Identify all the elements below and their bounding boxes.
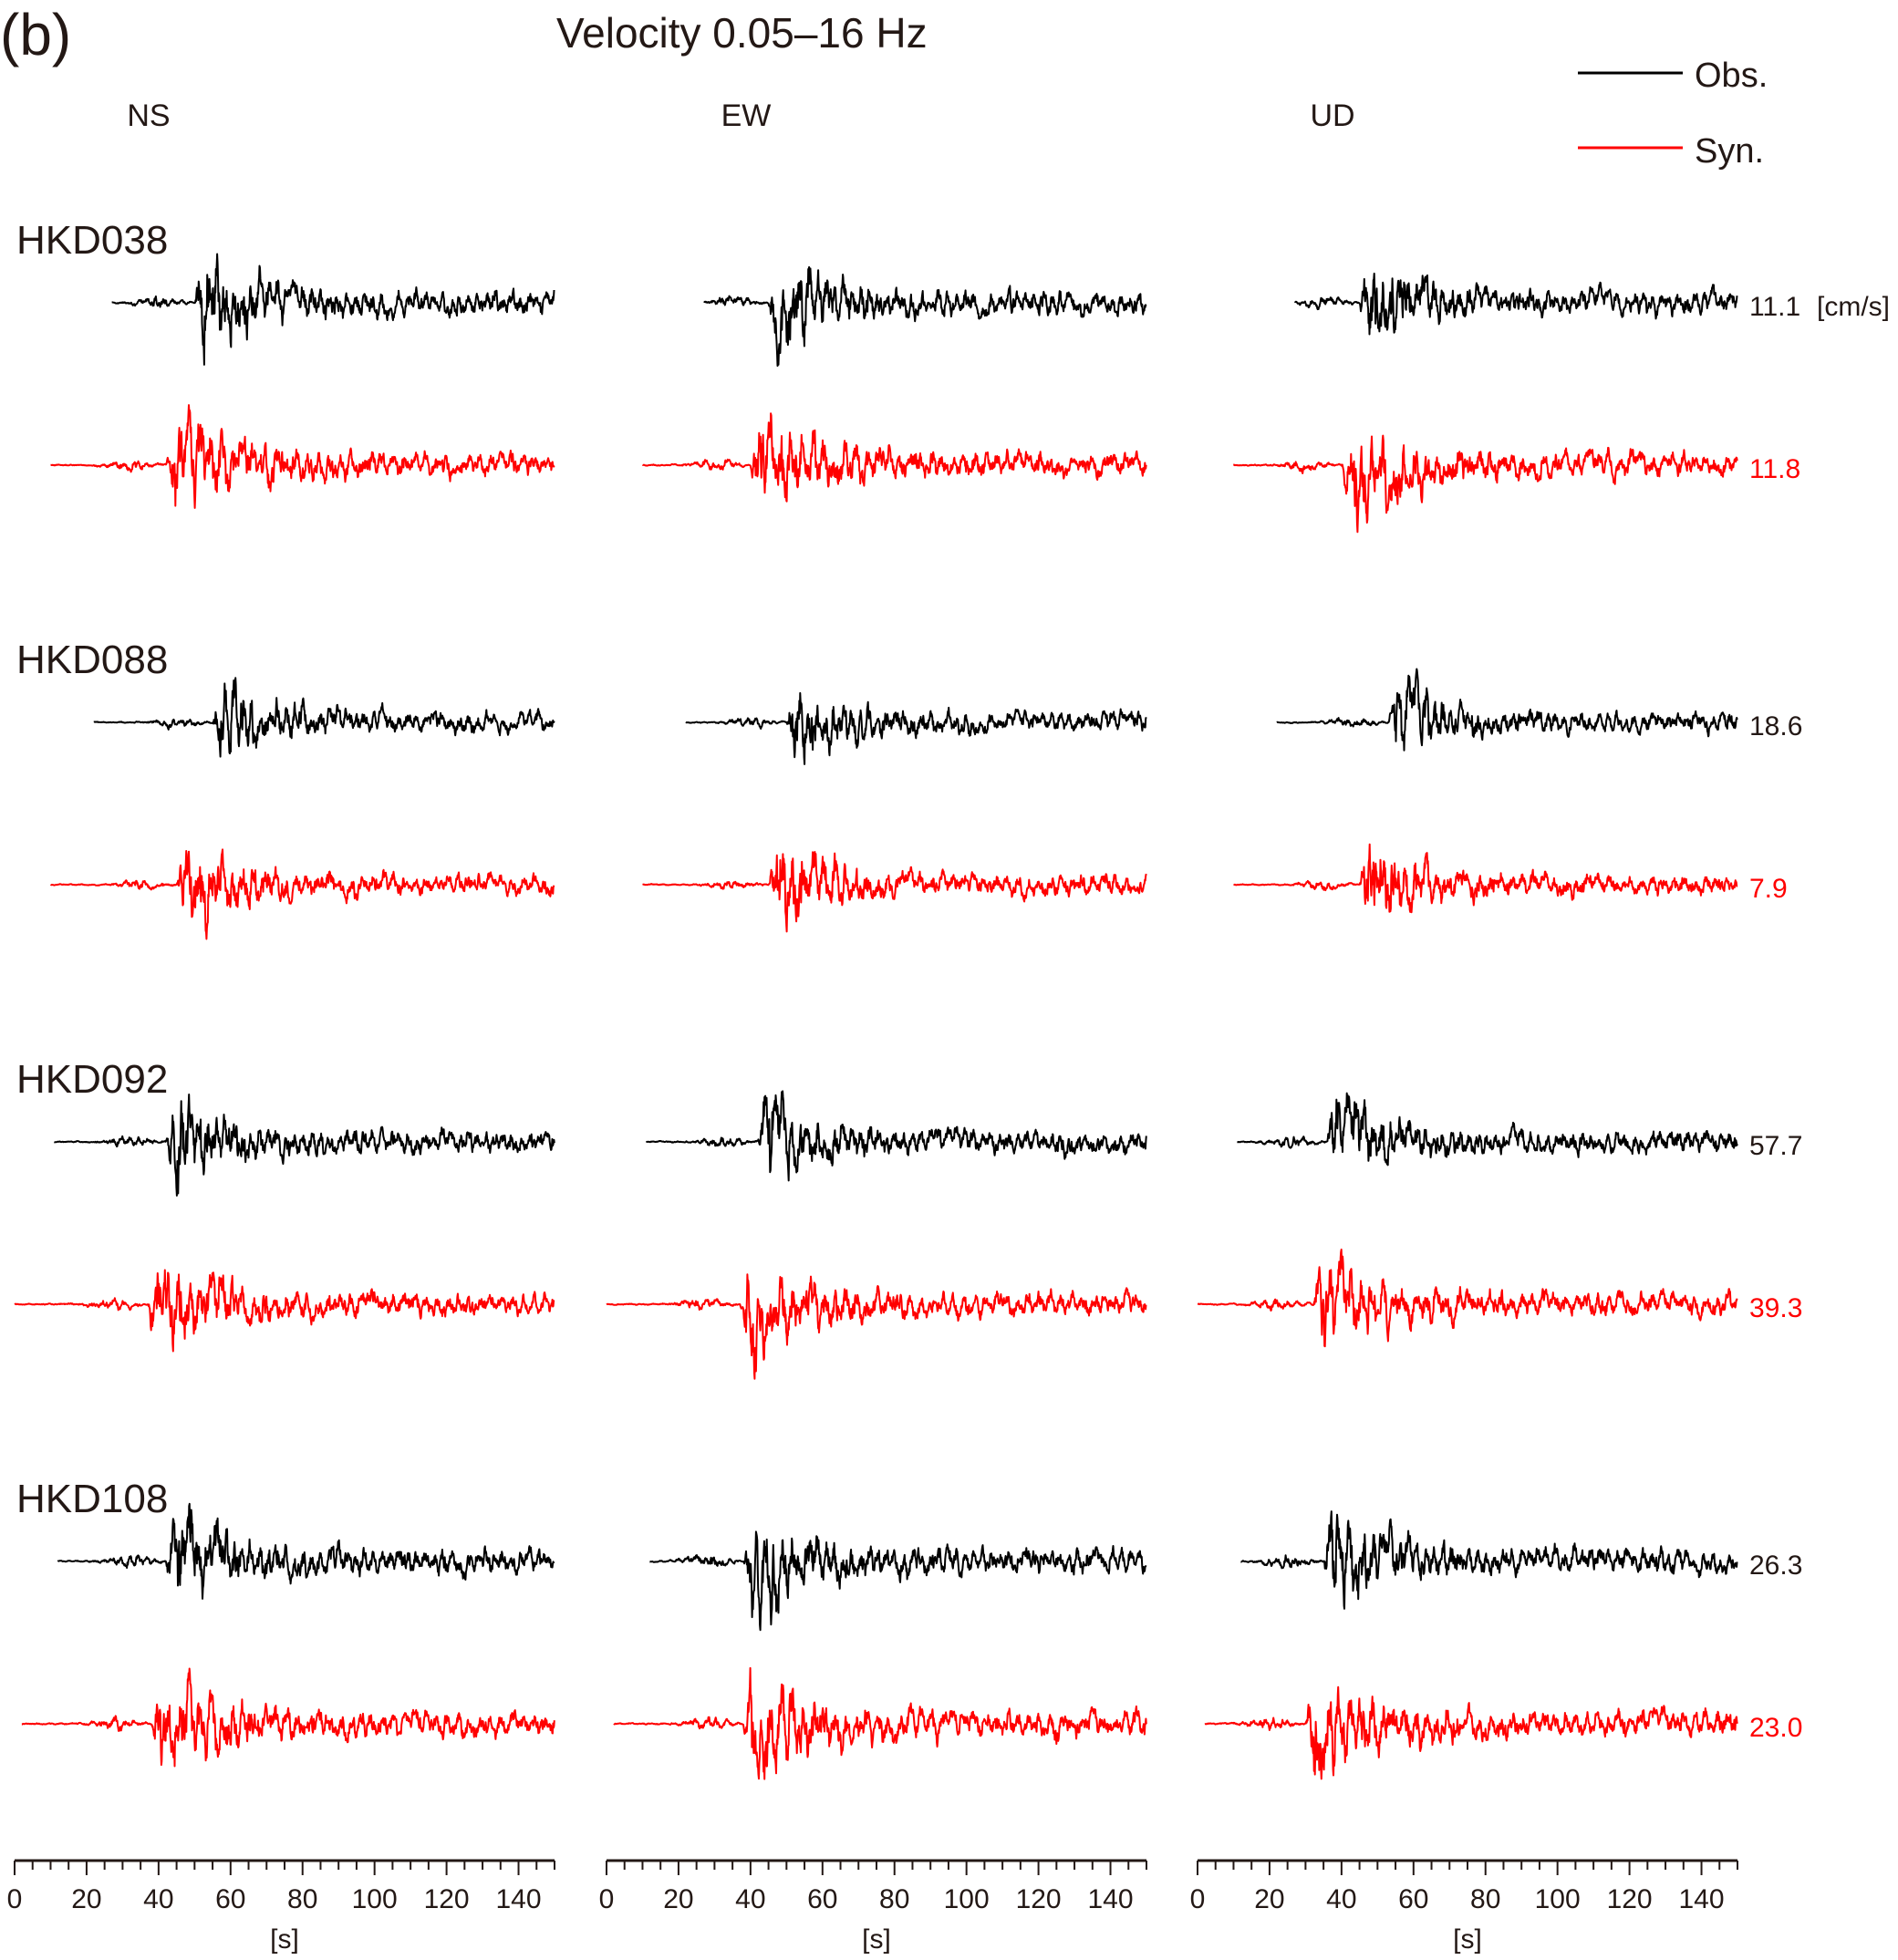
tick-label-ew-20: 20 (663, 1884, 693, 1914)
legend: Obs. Syn. (1578, 57, 1768, 171)
tick-label-ud-60: 60 (1398, 1884, 1428, 1914)
tick-label-ns-80: 80 (287, 1884, 317, 1914)
peak-obs-hkd108: 26.3 (1749, 1550, 1802, 1581)
peak-amplitude-labels: 11.1 [cm/s] 11.8 18.6 7.9 57.7 39.3 26.3… (1749, 292, 1890, 1743)
trace-obs-hkd092-ns (53, 1094, 555, 1197)
legend-label-obs: Obs. (1695, 57, 1768, 95)
tick-label-ew-60: 60 (807, 1884, 837, 1914)
trace-syn-hkd092-ns (14, 1269, 555, 1353)
trace-obs-hkd088-ns (93, 677, 555, 758)
tick-label-ns-60: 60 (215, 1884, 245, 1914)
trace-obs-hkd088-ew (685, 691, 1147, 765)
station-label-hkd088: HKD088 (16, 638, 168, 682)
tick-label-ns-0: 0 (7, 1884, 23, 1914)
trace-obs-hkd038-ew (703, 265, 1147, 368)
trace-syn-hkd038-ud (1232, 434, 1738, 534)
trace-syn-hkd038-ns (49, 404, 555, 509)
tick-label-ud-140: 140 (1679, 1884, 1725, 1914)
trace-syn-hkd108-ns (21, 1667, 555, 1768)
tick-label-ew-0: 0 (599, 1884, 615, 1914)
station-label-hkd108: HKD108 (16, 1477, 168, 1521)
trace-obs-hkd108-ns (57, 1502, 555, 1600)
trace-obs-hkd092-ew (645, 1090, 1147, 1182)
tick-label-ns-20: 20 (71, 1884, 101, 1914)
tick-label-ew-80: 80 (879, 1884, 909, 1914)
tick-label-ud-80: 80 (1470, 1884, 1500, 1914)
peak-obs-hkd092: 57.7 (1749, 1131, 1802, 1161)
trace-syn-hkd038-ew (641, 412, 1147, 503)
tick-label-ud-0: 0 (1190, 1884, 1206, 1914)
tick-label-ew-120: 120 (1016, 1884, 1062, 1914)
component-header-ew: EW (721, 99, 772, 133)
time-axes: 0 20 40 60 80 100 120 140 [s] 0 20 40 60 80 100 120 140 [… (7, 1859, 1738, 1955)
trace-syn-hkd088-ew (641, 851, 1147, 933)
trace-obs-hkd038-ud (1294, 272, 1738, 336)
x-axis-label-ns: [s] (270, 1924, 299, 1955)
tick-label-ud-40: 40 (1326, 1884, 1356, 1914)
component-header-ud: UD (1310, 99, 1354, 133)
trace-syn-hkd092-ew (606, 1273, 1147, 1380)
tick-label-ew-40: 40 (735, 1884, 765, 1914)
station-label-hkd038: HKD038 (16, 218, 168, 263)
station-label-hkd092: HKD092 (16, 1057, 168, 1102)
trace-obs-hkd108-ud (1239, 1510, 1738, 1610)
peak-syn-hkd108: 23.0 (1749, 1713, 1802, 1743)
figure-title: Velocity 0.05–16 Hz (556, 9, 928, 57)
trace-syn-hkd108-ud (1204, 1685, 1738, 1780)
tick-label-ud-120: 120 (1607, 1884, 1653, 1914)
x-axis-label-ew: [s] (862, 1924, 891, 1955)
trace-syn-hkd108-ew (613, 1666, 1147, 1780)
peak-obs-hkd088: 18.6 (1749, 711, 1802, 741)
trace-obs-hkd038-ns (111, 253, 555, 366)
tick-label-ew-140: 140 (1088, 1884, 1134, 1914)
tick-label-ns-40: 40 (143, 1884, 173, 1914)
station-labels: HKD038 HKD088 HKD092 HKD108 (16, 218, 168, 1521)
trace-obs-hkd108-ew (648, 1530, 1147, 1632)
panel-label: (b) (0, 2, 71, 67)
component-header-ns: NS (127, 99, 170, 133)
component-headers: NS EW UD (127, 99, 1354, 133)
trace-obs-hkd088-ud (1276, 668, 1738, 752)
tick-label-ud-100: 100 (1535, 1884, 1581, 1914)
trace-syn-hkd088-ns (49, 848, 555, 940)
x-axis-label-ud: [s] (1453, 1924, 1482, 1955)
tick-label-ns-120: 120 (424, 1884, 470, 1914)
peak-unit-label: [cm/s] (1817, 292, 1890, 322)
trace-syn-hkd092-ud (1197, 1249, 1738, 1348)
trace-obs-hkd092-ud (1236, 1092, 1738, 1167)
peak-obs-hkd038: 11.1 (1749, 292, 1800, 322)
peak-syn-hkd088: 7.9 (1749, 874, 1788, 904)
waveform-traces (14, 253, 1738, 1780)
tick-label-ns-140: 140 (496, 1884, 542, 1914)
tick-label-ud-20: 20 (1254, 1884, 1284, 1914)
legend-label-syn: Syn. (1695, 132, 1764, 171)
peak-syn-hkd038: 11.8 (1749, 454, 1800, 484)
trace-syn-hkd088-ud (1232, 843, 1738, 914)
peak-syn-hkd092: 39.3 (1749, 1293, 1802, 1323)
tick-label-ns-100: 100 (352, 1884, 398, 1914)
tick-label-ew-100: 100 (944, 1884, 990, 1914)
